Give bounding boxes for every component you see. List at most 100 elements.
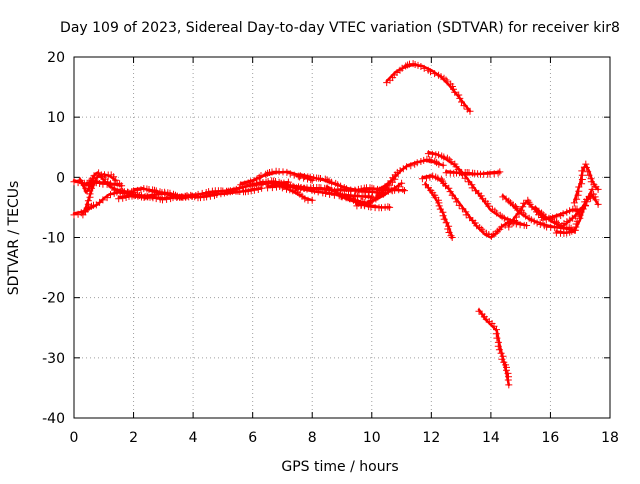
data-point xyxy=(427,68,434,76)
data-point xyxy=(164,191,172,199)
data-point xyxy=(134,186,142,194)
series-track-6 xyxy=(130,185,191,201)
data-point xyxy=(568,227,576,235)
data-point xyxy=(290,171,298,179)
data-point xyxy=(347,186,355,194)
data-point xyxy=(403,163,411,171)
data-point xyxy=(296,172,304,180)
data-point xyxy=(566,207,574,215)
data-point xyxy=(247,178,255,186)
y-tick-label: -20 xyxy=(42,291,65,307)
data-point xyxy=(118,182,126,190)
data-point xyxy=(99,196,107,204)
data-point xyxy=(448,234,456,241)
data-point xyxy=(82,208,89,216)
data-point xyxy=(253,181,261,189)
data-point xyxy=(427,156,435,164)
data-point xyxy=(374,187,382,195)
data-point xyxy=(203,193,211,201)
data-point xyxy=(490,170,498,178)
data-point xyxy=(390,184,398,192)
data-point xyxy=(213,191,221,198)
data-point xyxy=(333,189,341,197)
data-point xyxy=(394,183,402,191)
data-point xyxy=(447,158,455,166)
data-point xyxy=(138,192,145,200)
data-point xyxy=(458,205,466,213)
data-point xyxy=(435,160,443,168)
data-point xyxy=(418,175,426,183)
data-point xyxy=(466,107,474,115)
data-point xyxy=(223,188,231,196)
data-point xyxy=(387,186,395,194)
data-point xyxy=(439,161,447,169)
data-point xyxy=(363,200,371,208)
y-tick-label: 0 xyxy=(56,170,65,186)
data-point xyxy=(322,190,330,197)
data-point xyxy=(303,185,311,193)
series-trace xyxy=(477,308,511,387)
data-point xyxy=(300,184,308,192)
data-point xyxy=(352,187,360,195)
data-point xyxy=(460,102,468,110)
data-point xyxy=(278,184,286,192)
data-point xyxy=(323,184,331,192)
data-point xyxy=(343,185,350,193)
data-point xyxy=(594,200,602,208)
axis-ticks: 0 2 4 6 8 10 12 14 16 18 -40 -30 -20 -10 0 10 20 xyxy=(42,50,619,446)
data-point xyxy=(151,186,158,194)
data-point xyxy=(182,193,189,201)
data-point xyxy=(258,184,266,192)
y-tick-label: -30 xyxy=(42,351,65,367)
data-point xyxy=(93,174,101,182)
x-tick-label: 0 xyxy=(70,430,79,446)
data-point xyxy=(496,168,504,176)
data-point xyxy=(574,191,582,199)
data-point xyxy=(451,88,459,96)
data-point xyxy=(559,210,567,218)
data-point xyxy=(505,197,513,205)
data-point xyxy=(447,232,455,240)
data-point xyxy=(411,61,419,68)
data-point xyxy=(167,192,175,200)
data-point xyxy=(206,192,214,200)
data-point xyxy=(364,192,372,200)
data-point xyxy=(241,180,249,188)
data-point xyxy=(493,334,501,342)
data-point xyxy=(444,225,452,233)
data-point xyxy=(74,210,82,218)
data-point xyxy=(475,307,483,315)
data-point xyxy=(191,193,199,201)
data-point xyxy=(237,181,245,189)
data-point xyxy=(103,194,111,202)
data-point xyxy=(511,203,519,210)
data-point xyxy=(376,192,384,199)
data-point xyxy=(348,195,356,203)
data-point xyxy=(495,346,503,354)
data-point xyxy=(563,218,571,226)
data-point xyxy=(536,221,544,228)
series-track-25 xyxy=(570,160,602,207)
data-point xyxy=(79,179,86,187)
data-point xyxy=(494,342,502,350)
chart-title: Day 109 of 2023, Sidereal Day-to-day VTE… xyxy=(60,20,620,36)
data-point xyxy=(407,162,415,170)
data-point xyxy=(273,183,280,191)
data-point xyxy=(423,174,430,182)
data-point xyxy=(368,197,376,204)
x-tick-label: 8 xyxy=(308,430,317,446)
data-point xyxy=(494,169,502,177)
data-point xyxy=(591,193,599,201)
data-point xyxy=(435,202,443,210)
data-point xyxy=(84,197,92,205)
data-point xyxy=(386,203,394,211)
data-point xyxy=(477,192,485,200)
data-point xyxy=(337,182,345,190)
data-point xyxy=(161,190,169,198)
series-track-18 xyxy=(418,172,513,240)
data-point xyxy=(83,187,91,195)
data-point xyxy=(272,178,279,185)
data-point xyxy=(519,203,527,211)
data-point xyxy=(553,218,560,226)
